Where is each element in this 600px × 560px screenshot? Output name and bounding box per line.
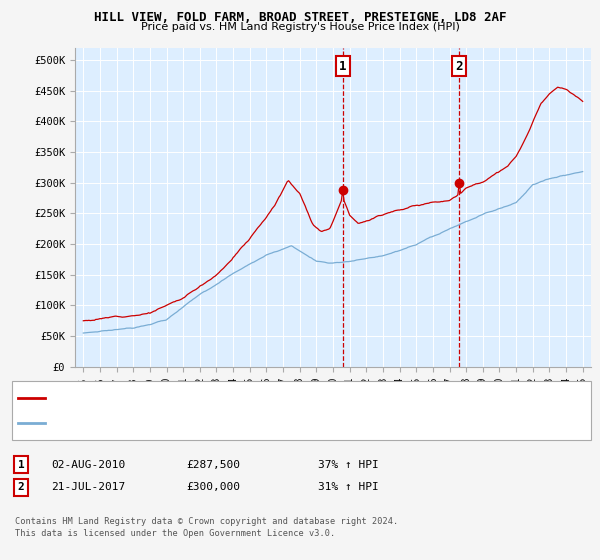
- Text: HPI: Average price, detached house, Powys: HPI: Average price, detached house, Powy…: [51, 418, 292, 428]
- Text: 37% ↑ HPI: 37% ↑ HPI: [318, 460, 379, 470]
- Text: HILL VIEW, FOLD FARM, BROAD STREET, PRESTEIGNE, LD8 2AF: HILL VIEW, FOLD FARM, BROAD STREET, PRES…: [94, 11, 506, 24]
- Text: HILL VIEW, FOLD FARM, BROAD STREET, PRESTEIGNE, LD8 2AF (detached house): HILL VIEW, FOLD FARM, BROAD STREET, PRES…: [51, 393, 474, 403]
- Text: 21-JUL-2017: 21-JUL-2017: [51, 482, 125, 492]
- Text: This data is licensed under the Open Government Licence v3.0.: This data is licensed under the Open Gov…: [15, 529, 335, 538]
- Text: 2: 2: [17, 482, 25, 492]
- Text: £287,500: £287,500: [186, 460, 240, 470]
- Text: Price paid vs. HM Land Registry's House Price Index (HPI): Price paid vs. HM Land Registry's House …: [140, 22, 460, 32]
- Text: 1: 1: [339, 59, 346, 72]
- Text: 31% ↑ HPI: 31% ↑ HPI: [318, 482, 379, 492]
- Text: 1: 1: [17, 460, 25, 470]
- Text: Contains HM Land Registry data © Crown copyright and database right 2024.: Contains HM Land Registry data © Crown c…: [15, 517, 398, 526]
- Text: 02-AUG-2010: 02-AUG-2010: [51, 460, 125, 470]
- Text: 2: 2: [455, 59, 463, 72]
- Text: £300,000: £300,000: [186, 482, 240, 492]
